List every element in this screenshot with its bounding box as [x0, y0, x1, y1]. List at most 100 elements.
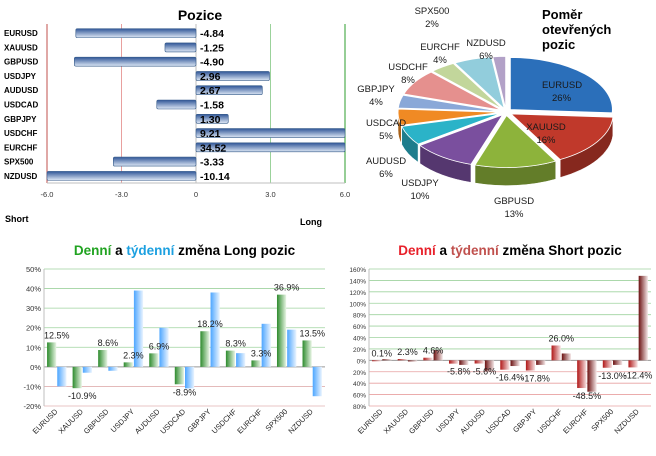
daily-change-bar — [303, 340, 312, 366]
weekly-change-bar — [57, 367, 66, 387]
daily-change-label: 18.2% — [197, 319, 223, 329]
weekly-change-bar — [510, 360, 519, 366]
y-tick-label: 80% — [353, 404, 366, 411]
category-label: USDCHF — [4, 129, 37, 138]
category-label: NZDUSD — [4, 172, 38, 181]
daily-change-bar — [175, 367, 184, 384]
bar-value-label: -1.58 — [200, 100, 224, 112]
daily-change-bar — [398, 359, 407, 360]
weekly-change-bar — [287, 330, 296, 367]
y-tick-label: 30% — [26, 304, 41, 313]
y-tick-label: 0% — [357, 358, 367, 365]
weekly-change-bar — [613, 360, 622, 365]
y-tick-label: 20% — [353, 370, 366, 377]
weekly-change-bar — [262, 324, 271, 367]
pie-slice-name: GBPUSD — [494, 196, 534, 207]
daily-change-label: 8.6% — [98, 338, 119, 348]
daily-change-label: 0.1% — [372, 348, 393, 358]
y-tick-label: 160% — [349, 267, 366, 274]
bar-value-label: -4.90 — [200, 57, 224, 69]
daily-change-label: 13.5% — [299, 328, 325, 338]
y-tick-label: 120% — [349, 290, 366, 297]
pie-slice-name: USDCHF — [388, 62, 428, 73]
chart-title-part: změna Short pozic — [499, 243, 623, 258]
category-label: USDCAD — [484, 407, 513, 436]
bar-value-label: -3.33 — [200, 157, 224, 169]
weekly-change-bar — [108, 367, 117, 371]
category-label: EURUSD — [4, 29, 38, 38]
daily-change-bar — [500, 360, 509, 369]
pie-slice-percent: 16% — [536, 135, 556, 146]
daily-change-label: -8.9% — [173, 387, 197, 397]
position-bar — [74, 57, 196, 66]
position-bar — [113, 157, 196, 166]
daily-change-bar — [47, 342, 56, 366]
category-label: USDJPY — [4, 72, 37, 81]
daily-change-label: -48.5% — [573, 391, 602, 401]
y-tick-label: 20% — [26, 324, 41, 333]
daily-change-label: 4.6% — [423, 346, 444, 356]
daily-change-label: 26.0% — [549, 333, 575, 343]
pie-slice-percent: 13% — [504, 209, 524, 220]
daily-change-label: -10.9% — [68, 391, 97, 401]
pie-slice-name: EURCHF — [420, 42, 460, 53]
daily-change-label: 2.3% — [397, 347, 418, 357]
chart-title-part: Denní — [74, 243, 113, 258]
category-label: USDCHF — [210, 407, 239, 436]
y-tick-label: -20% — [23, 402, 41, 411]
pie-title-line: otevřených — [542, 22, 611, 37]
bar-value-label: 34.52 — [200, 142, 226, 154]
x-tick-label: -3.0 — [115, 190, 128, 199]
weekly-change-bar — [236, 353, 245, 367]
weekly-change-bar — [536, 360, 545, 365]
daily-change-bar — [449, 360, 458, 363]
pie-slice-name: GBPJPY — [357, 84, 395, 95]
category-label: GBPJPY — [4, 115, 37, 124]
category-label: USDJPY — [434, 407, 461, 434]
daily-change-bar — [628, 360, 637, 367]
weekly-change-bar — [639, 276, 648, 360]
category-label: EURUSD — [356, 407, 385, 436]
daily-change-label: 6.9% — [149, 341, 170, 351]
short-change-svg: Denní a týdenní změna Short pozic80%60%4… — [333, 235, 656, 451]
y-tick-label: 20% — [353, 347, 366, 354]
category-label: AUDUSD — [133, 407, 162, 436]
x-tick-label: 0 — [194, 190, 198, 199]
pie-slice-name: USDJPY — [401, 178, 439, 189]
y-tick-label: 60% — [353, 324, 366, 331]
weekly-change-bar — [211, 292, 220, 366]
chart-title-part: a — [111, 243, 126, 258]
chart-title-part: týdenní — [451, 243, 500, 258]
category-label: USDCHF — [536, 407, 565, 436]
category-label: AUDUSD — [4, 86, 38, 95]
chart-title-part: Denní — [398, 243, 437, 258]
daily-change-label: -16.4% — [496, 373, 525, 383]
daily-change-label: -13.0% — [598, 371, 627, 381]
daily-change-label: -17.8% — [521, 373, 550, 383]
weekly-change-bar — [408, 360, 417, 361]
daily-change-bar — [200, 331, 209, 367]
weekly-change-bar — [83, 367, 92, 373]
category-label: USDCAD — [4, 101, 38, 110]
bar-value-label: 1.30 — [200, 114, 221, 126]
pie-slice-percent: 10% — [410, 191, 430, 202]
daily-change-label: 36.9% — [274, 283, 300, 293]
pie-slice-name: EURUSD — [542, 80, 582, 91]
y-tick-label: 60% — [353, 393, 366, 400]
category-label: GBPUSD — [82, 407, 111, 436]
category-label: EURCHF — [4, 143, 37, 152]
daily-change-label: 2.3% — [123, 350, 144, 360]
bar-value-label: -10.14 — [200, 171, 230, 183]
long-change-svg: Denní a týdenní změna Long pozic-20%-10%… — [0, 235, 330, 451]
weekly-change-bar — [185, 367, 194, 389]
position-bar — [76, 29, 196, 38]
pie-slice-name: AUDUSD — [366, 156, 406, 167]
category-label: USDJPY — [109, 407, 136, 434]
daily-change-bar — [226, 351, 235, 367]
daily-change-bar — [251, 360, 260, 366]
daily-change-bar — [526, 360, 535, 370]
daily-change-bar — [423, 358, 432, 361]
